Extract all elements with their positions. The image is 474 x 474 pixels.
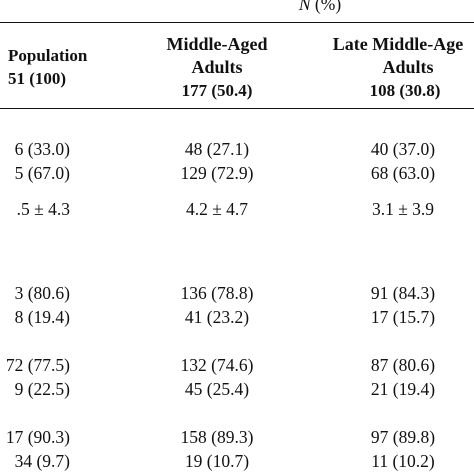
cell-mid: 136 (78.8) bbox=[180, 283, 254, 303]
cell-mid: 4.2 ± 4.7 bbox=[185, 199, 249, 219]
cell-pop: 6 (33.0) bbox=[14, 139, 70, 159]
cell-mid: 132 (74.6) bbox=[180, 355, 254, 375]
col-middle-count: 177 (50.4) bbox=[181, 81, 253, 100]
cell-late: 17 (15.7) bbox=[370, 307, 436, 327]
cell-late: 91 (84.3) bbox=[370, 283, 436, 303]
cell-mid: 129 (72.9) bbox=[180, 163, 254, 183]
cell-late: 21 (19.4) bbox=[370, 379, 436, 399]
n-header: N (%) bbox=[299, 0, 341, 14]
cell-pop: .5 ± 4.3 bbox=[16, 199, 70, 219]
cell-pop: 17 (90.3) bbox=[5, 427, 70, 447]
header-top-rule bbox=[0, 22, 474, 23]
cell-pop: 34 (9.7) bbox=[14, 451, 70, 471]
cell-mid: 41 (23.2) bbox=[184, 307, 250, 327]
col-late-title-2: Adults bbox=[382, 57, 434, 77]
cell-mid: 45 (25.4) bbox=[184, 379, 250, 399]
col-middle-title-1: Middle-Aged bbox=[166, 34, 268, 54]
col-late-title-1: Late Middle-Age bbox=[332, 34, 464, 54]
header-bottom-rule bbox=[0, 108, 474, 109]
cell-late: 68 (63.0) bbox=[370, 163, 436, 183]
col-population-count: 51 (100) bbox=[8, 69, 67, 88]
col-late-count: 108 (30.8) bbox=[369, 81, 441, 100]
cell-mid: 48 (27.1) bbox=[184, 139, 250, 159]
n-percent: (%) bbox=[314, 0, 342, 14]
cell-mid: 19 (10.7) bbox=[184, 451, 250, 471]
cell-pop: 3 (80.6) bbox=[14, 283, 70, 303]
cell-pop: 72 (77.5) bbox=[5, 355, 70, 375]
col-middle-title-2: Adults bbox=[191, 57, 243, 77]
cell-late: 87 (80.6) bbox=[370, 355, 436, 375]
cell-pop: 8 (19.4) bbox=[14, 307, 70, 327]
cell-late: 40 (37.0) bbox=[370, 139, 436, 159]
cell-late: 11 (10.2) bbox=[371, 451, 435, 471]
cell-mid: 158 (89.3) bbox=[180, 427, 254, 447]
cell-pop: 9 (22.5) bbox=[14, 379, 70, 399]
n-symbol: N bbox=[298, 0, 311, 14]
cell-late: 3.1 ± 3.9 bbox=[371, 199, 435, 219]
col-population-title: Population bbox=[8, 46, 88, 65]
cell-late: 97 (89.8) bbox=[370, 427, 436, 447]
cell-pop: 5 (67.0) bbox=[14, 163, 70, 183]
